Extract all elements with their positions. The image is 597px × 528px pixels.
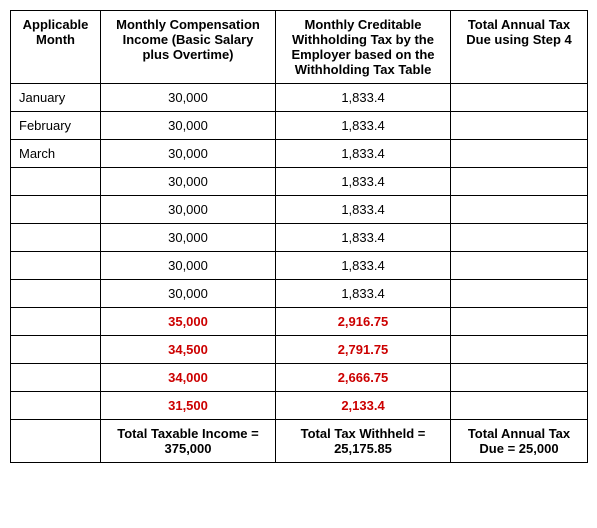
table-row: 31,5002,133.4 (11, 392, 588, 420)
cell-income: 30,000 (101, 140, 276, 168)
cell-tax: 2,133.4 (276, 392, 451, 420)
cell-month (11, 308, 101, 336)
totals-empty (11, 420, 101, 463)
cell-month (11, 392, 101, 420)
cell-due (451, 392, 588, 420)
cell-month: February (11, 112, 101, 140)
tax-table: Applicable Month Monthly Compensation In… (10, 10, 588, 463)
cell-tax: 1,833.4 (276, 280, 451, 308)
cell-income: 30,000 (101, 224, 276, 252)
table-row: 30,0001,833.4 (11, 224, 588, 252)
table-row: 35,0002,916.75 (11, 308, 588, 336)
header-row: Applicable Month Monthly Compensation In… (11, 11, 588, 84)
cell-month (11, 224, 101, 252)
totals-row: Total Taxable Income = 375,000 Total Tax… (11, 420, 588, 463)
table-row: 30,0001,833.4 (11, 168, 588, 196)
cell-tax: 2,791.75 (276, 336, 451, 364)
table-row: 30,0001,833.4 (11, 196, 588, 224)
cell-income: 30,000 (101, 196, 276, 224)
table-row: 30,0001,833.4 (11, 252, 588, 280)
table-row: January30,0001,833.4 (11, 84, 588, 112)
cell-month (11, 336, 101, 364)
col-header-tax: Monthly Creditable Withholding Tax by th… (276, 11, 451, 84)
cell-due (451, 140, 588, 168)
cell-due (451, 168, 588, 196)
cell-income: 34,000 (101, 364, 276, 392)
cell-tax: 1,833.4 (276, 112, 451, 140)
table-row: 34,5002,791.75 (11, 336, 588, 364)
cell-tax: 1,833.4 (276, 224, 451, 252)
cell-income: 30,000 (101, 112, 276, 140)
table-row: March30,0001,833.4 (11, 140, 588, 168)
table-row: February30,0001,833.4 (11, 112, 588, 140)
cell-due (451, 112, 588, 140)
cell-due (451, 280, 588, 308)
cell-month (11, 364, 101, 392)
cell-due (451, 308, 588, 336)
totals-due: Total Annual Tax Due = 25,000 (451, 420, 588, 463)
cell-tax: 1,833.4 (276, 84, 451, 112)
cell-month: January (11, 84, 101, 112)
cell-month (11, 252, 101, 280)
cell-income: 30,000 (101, 168, 276, 196)
cell-tax: 2,916.75 (276, 308, 451, 336)
cell-month (11, 280, 101, 308)
cell-tax: 2,666.75 (276, 364, 451, 392)
cell-month (11, 168, 101, 196)
cell-due (451, 364, 588, 392)
cell-tax: 1,833.4 (276, 140, 451, 168)
cell-income: 35,000 (101, 308, 276, 336)
cell-due (451, 196, 588, 224)
cell-due (451, 224, 588, 252)
cell-month: March (11, 140, 101, 168)
table-body: January30,0001,833.4February30,0001,833.… (11, 84, 588, 420)
cell-income: 30,000 (101, 280, 276, 308)
cell-tax: 1,833.4 (276, 196, 451, 224)
col-header-income: Monthly Compensation Income (Basic Salar… (101, 11, 276, 84)
cell-income: 30,000 (101, 84, 276, 112)
cell-due (451, 84, 588, 112)
cell-due (451, 336, 588, 364)
totals-income: Total Taxable Income = 375,000 (101, 420, 276, 463)
cell-due (451, 252, 588, 280)
cell-income: 31,500 (101, 392, 276, 420)
cell-tax: 1,833.4 (276, 252, 451, 280)
totals-tax: Total Tax Withheld = 25,175.85 (276, 420, 451, 463)
col-header-due: Total Annual Tax Due using Step 4 (451, 11, 588, 84)
cell-income: 30,000 (101, 252, 276, 280)
cell-tax: 1,833.4 (276, 168, 451, 196)
cell-income: 34,500 (101, 336, 276, 364)
table-row: 30,0001,833.4 (11, 280, 588, 308)
cell-month (11, 196, 101, 224)
col-header-month: Applicable Month (11, 11, 101, 84)
table-row: 34,0002,666.75 (11, 364, 588, 392)
